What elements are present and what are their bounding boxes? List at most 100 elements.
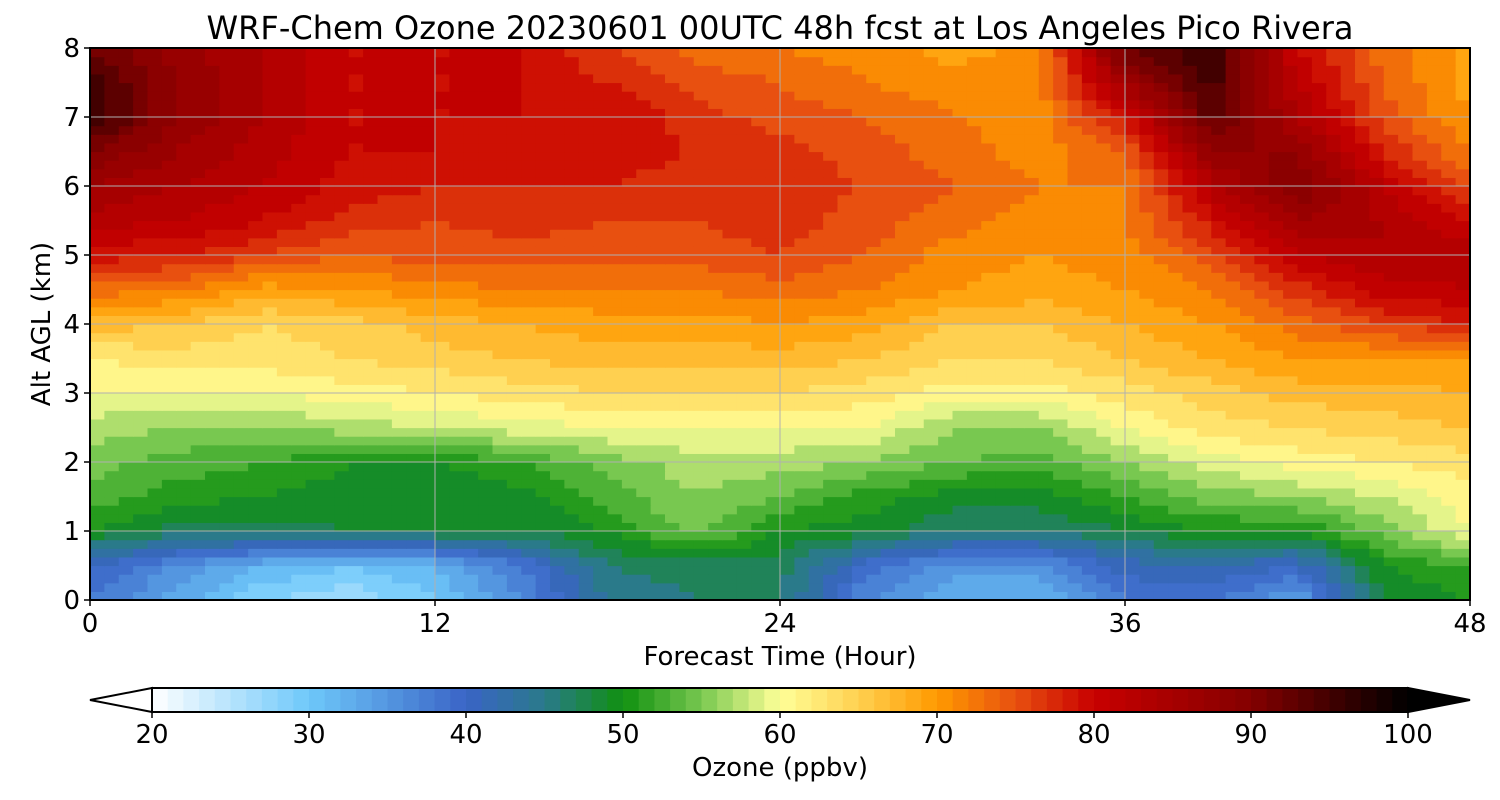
heatmap-cell [780,186,795,196]
heatmap-cell [176,436,192,446]
heatmap-cell [866,306,882,316]
heatmap-cell [104,142,120,153]
heatmap-cell [650,479,666,489]
heatmap-cell [1096,410,1112,420]
heatmap-cell [276,246,292,256]
heatmap-cell [435,306,450,316]
heatmap-cell [219,263,235,273]
heatmap-cell [248,280,264,291]
heatmap-cell [621,160,637,170]
heatmap-cell [693,263,709,273]
heatmap-cell [1311,367,1327,377]
heatmap-cell [765,332,781,342]
heatmap-cell [1340,306,1356,316]
heatmap-cell [190,505,206,515]
heatmap-cell [1110,384,1126,394]
heatmap-cell [478,246,494,256]
heatmap-cell [794,263,810,273]
heatmap-cell [794,436,810,446]
heatmap-cell [535,487,551,498]
heatmap-cell [420,582,436,592]
heatmap-cell [693,272,709,282]
heatmap-cell [880,427,896,437]
heatmap-cell [981,246,997,256]
heatmap-cell [176,574,192,584]
heatmap-cell [1268,358,1284,368]
heatmap-cell [1110,315,1126,325]
heatmap-cell [1125,418,1140,429]
heatmap-cell [478,160,494,170]
heatmap-cell [866,324,882,334]
heatmap-cell [1153,574,1169,584]
heatmap-cell [1096,418,1112,429]
heatmap-cell [305,289,321,299]
heatmap-cell [478,332,494,342]
heatmap-cell [1211,462,1227,472]
heatmap-cell [995,220,1011,230]
heatmap-cell [1168,186,1184,196]
heatmap-cell [1053,280,1069,291]
heatmap-cell [1125,237,1140,247]
heatmap-cell [478,548,494,558]
heatmap-cell [1254,194,1270,204]
heatmap-cell [176,349,192,360]
heatmap-cell [981,574,997,584]
heatmap-cell [118,470,134,480]
heatmap-cell [895,427,910,437]
heatmap-cell [909,444,925,454]
heatmap-cell [1398,522,1414,532]
heatmap-cell [176,393,192,403]
heatmap-cell [636,522,652,532]
heatmap-cell [1196,151,1212,161]
heatmap-cell [1211,565,1227,575]
heatmap-cell [938,410,954,420]
heatmap-cell [880,341,896,351]
heatmap-cell [1240,203,1255,213]
heatmap-cell [909,246,925,256]
heatmap-cell [1398,246,1414,256]
heatmap-cell [1067,194,1083,204]
heatmap-cell [1125,487,1140,498]
heatmap-cell [621,367,637,377]
heatmap-cell [621,591,637,601]
heatmap-cell [449,410,465,420]
heatmap-cell [837,470,853,480]
heatmap-cell [1340,237,1356,247]
heatmap-cell [1426,487,1442,498]
heatmap-cell [794,548,810,558]
heatmap-cell [291,246,307,256]
heatmap-cell [147,582,163,592]
heatmap-cell [823,591,839,601]
heatmap-cell [578,479,594,489]
heatmap-cell [334,505,350,515]
heatmap-cell [1182,358,1198,368]
heatmap-cell [363,393,379,403]
heatmap-cell [909,418,925,429]
heatmap-cell [1311,272,1327,282]
heatmap-cell [205,522,220,532]
heatmap-cell [492,591,508,601]
heatmap-cell [578,229,594,239]
heatmap-cell [1110,591,1126,601]
heatmap-cell [420,401,436,411]
heatmap-cell [391,160,407,170]
heatmap-cell [205,263,220,273]
heatmap-cell [708,341,724,351]
heatmap-cell [478,436,494,446]
heatmap-cell [837,255,853,265]
heatmap-cell [981,444,997,454]
heatmap-cell [938,444,954,454]
heatmap-cell [1426,539,1442,549]
heatmap-cell [262,591,278,601]
heatmap-cell [348,462,364,472]
heatmap-cell [133,194,149,204]
heatmap-cell [1211,332,1227,342]
heatmap-cell [650,280,666,291]
heatmap-cell [1225,548,1241,558]
heatmap-cell [521,548,537,558]
heatmap-cell [607,393,623,403]
heatmap-cell [463,255,479,265]
heatmap-cell [823,211,839,222]
heatmap-cell [219,186,235,196]
heatmap-cell [320,324,335,334]
